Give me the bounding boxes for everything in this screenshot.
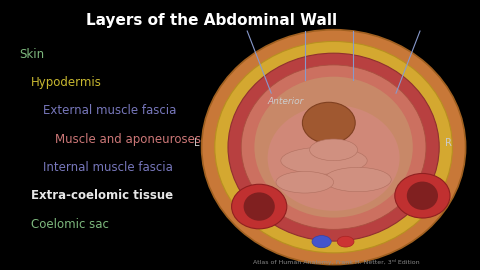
Text: Anterior: Anterior (267, 97, 304, 106)
Ellipse shape (281, 147, 367, 174)
Ellipse shape (310, 139, 358, 161)
Text: Extra-coelomic tissue: Extra-coelomic tissue (31, 189, 173, 202)
Text: R: R (445, 138, 452, 148)
Ellipse shape (215, 41, 452, 253)
Ellipse shape (312, 235, 331, 248)
Text: Hypodermis: Hypodermis (31, 76, 102, 89)
Ellipse shape (202, 30, 466, 265)
Ellipse shape (228, 53, 439, 241)
Ellipse shape (243, 192, 275, 221)
Ellipse shape (395, 173, 450, 218)
Ellipse shape (231, 184, 287, 229)
Ellipse shape (337, 236, 354, 247)
Ellipse shape (302, 102, 355, 143)
Ellipse shape (407, 181, 438, 210)
Text: L: L (194, 138, 200, 148)
Text: Internal muscle fascia: Internal muscle fascia (43, 161, 173, 174)
Ellipse shape (276, 171, 334, 193)
Ellipse shape (254, 77, 413, 218)
Text: Coelomic sac: Coelomic sac (31, 218, 109, 231)
Text: Atlas of Human Anatomy, Frank H. Netter, 3ʳᵈ Edition: Atlas of Human Anatomy, Frank H. Netter,… (252, 259, 420, 265)
Text: Muscle and aponeuroses: Muscle and aponeuroses (55, 133, 201, 146)
Text: Layers of the Abdominal Wall: Layers of the Abdominal Wall (86, 14, 337, 29)
Text: External muscle fascia: External muscle fascia (43, 104, 177, 117)
Ellipse shape (241, 65, 426, 229)
Ellipse shape (324, 167, 391, 192)
Ellipse shape (267, 105, 399, 211)
Text: Skin: Skin (19, 48, 44, 60)
